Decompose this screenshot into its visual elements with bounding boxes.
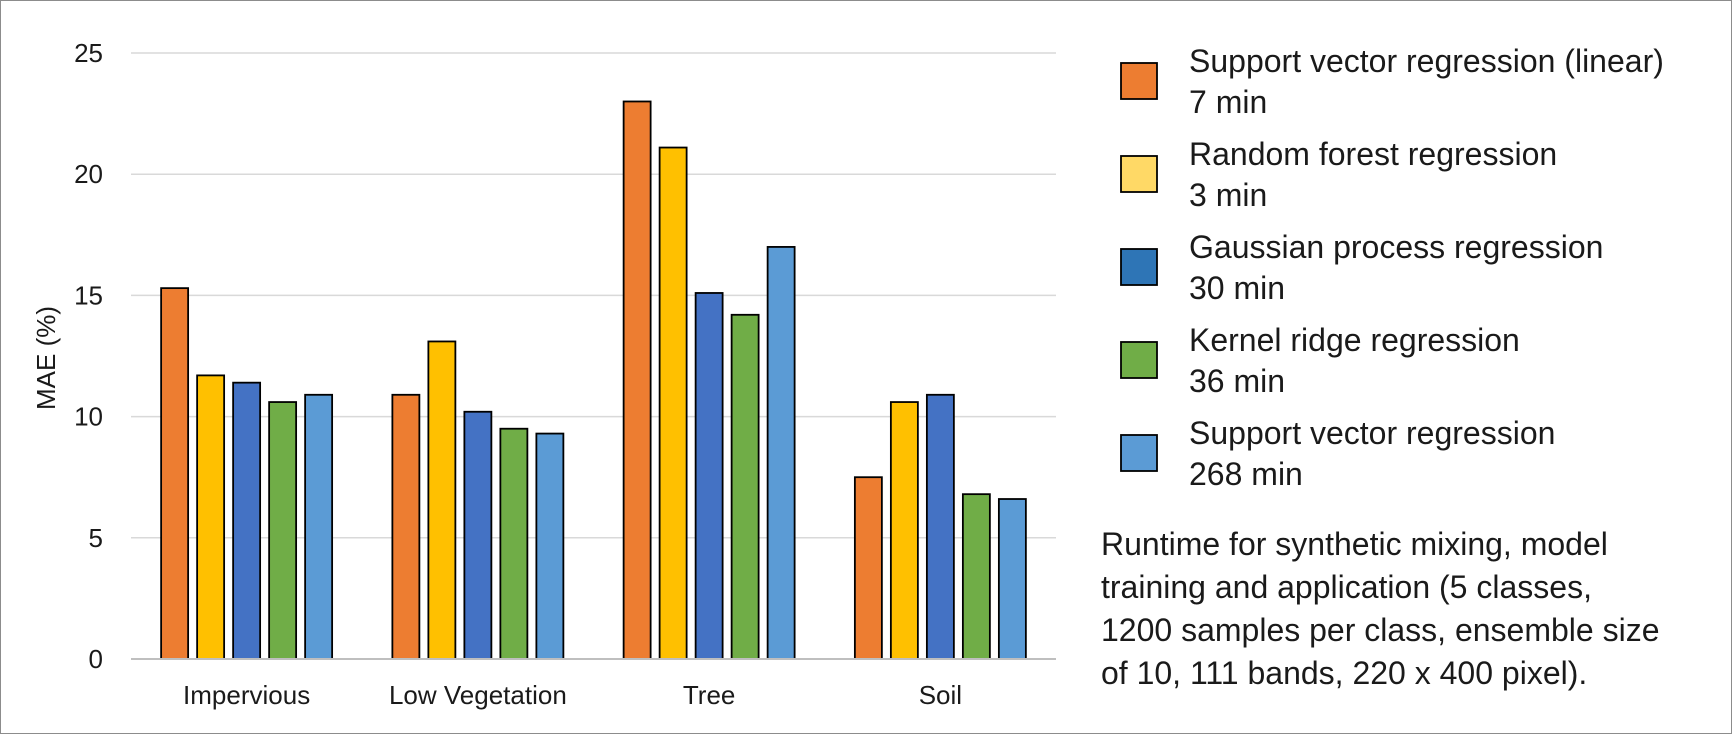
legend-label: Gaussian process regression bbox=[1189, 229, 1603, 265]
legend-runtime: 36 min bbox=[1189, 363, 1285, 399]
bar-low-vegetation-series-4 bbox=[499, 427, 529, 660]
bar-low-vegetation-series-5 bbox=[535, 432, 565, 660]
y-tick-labels: 0 5 10 15 20 25 bbox=[74, 38, 103, 674]
y-tick-label: 15 bbox=[74, 280, 103, 310]
legend-swatch bbox=[1120, 155, 1158, 193]
legend-runtime: 3 min bbox=[1189, 177, 1267, 213]
bar-soil-series-1 bbox=[853, 476, 883, 660]
bar-tree-series-2 bbox=[658, 146, 688, 660]
bar-impervious-series-1 bbox=[160, 287, 190, 660]
category-label: Tree bbox=[683, 680, 736, 710]
legend-label: Support vector regression (linear) bbox=[1189, 43, 1664, 79]
category-label: Low Vegetation bbox=[389, 680, 567, 710]
y-axis-title: MAE (%) bbox=[31, 306, 61, 410]
bar-soil-series-2 bbox=[889, 401, 919, 660]
bar-impervious-series-4 bbox=[268, 401, 298, 660]
y-tick-label: 20 bbox=[74, 159, 103, 189]
bar-low-vegetation-series-1 bbox=[391, 393, 421, 660]
bars bbox=[160, 100, 1027, 660]
bar-low-vegetation-series-3 bbox=[463, 410, 493, 660]
legend-runtime: 268 min bbox=[1189, 456, 1303, 492]
bar-soil-series-5 bbox=[997, 498, 1027, 660]
y-tick-label: 10 bbox=[74, 402, 103, 432]
bar-tree-series-1 bbox=[622, 100, 652, 660]
y-tick-label: 0 bbox=[89, 644, 103, 674]
runtime-note-line: 1200 samples per class, ensemble size bbox=[1101, 612, 1660, 648]
category-label: Impervious bbox=[183, 680, 310, 710]
runtime-note: Runtime for synthetic mixing, model train… bbox=[1101, 526, 1660, 691]
bar-tree-series-3 bbox=[694, 292, 724, 660]
bar-tree-series-5 bbox=[766, 246, 796, 660]
legend-swatch bbox=[1120, 434, 1158, 472]
bar-impervious-series-3 bbox=[232, 381, 262, 660]
legend: Support vector regression (linear) 7 min R… bbox=[1120, 43, 1664, 492]
runtime-note-line: of 10, 111 bands, 220 x 400 pixel). bbox=[1101, 655, 1587, 691]
bar-impervious-series-5 bbox=[304, 393, 334, 660]
bar-impervious-series-2 bbox=[196, 374, 226, 660]
bar-soil-series-3 bbox=[925, 393, 955, 660]
bar-soil-series-4 bbox=[961, 493, 991, 660]
legend-swatch bbox=[1120, 62, 1158, 100]
runtime-note-line: Runtime for synthetic mixing, model bbox=[1101, 526, 1608, 562]
category-labels: Impervious Low Vegetation Tree Soil bbox=[183, 680, 962, 710]
bar-low-vegetation-series-2 bbox=[427, 340, 457, 660]
legend-runtime: 7 min bbox=[1189, 84, 1267, 120]
y-tick-label: 25 bbox=[74, 38, 103, 68]
legend-label: Support vector regression bbox=[1189, 415, 1555, 451]
legend-swatch bbox=[1120, 341, 1158, 379]
legend-swatch bbox=[1120, 248, 1158, 286]
category-label: Soil bbox=[919, 680, 962, 710]
bar-tree-series-4 bbox=[730, 313, 760, 660]
runtime-note-line: training and application (5 classes, bbox=[1101, 569, 1592, 605]
legend-label: Random forest regression bbox=[1189, 136, 1557, 172]
y-tick-label: 5 bbox=[89, 523, 103, 553]
legend-label: Kernel ridge regression bbox=[1189, 322, 1520, 358]
legend-runtime: 30 min bbox=[1189, 270, 1285, 306]
